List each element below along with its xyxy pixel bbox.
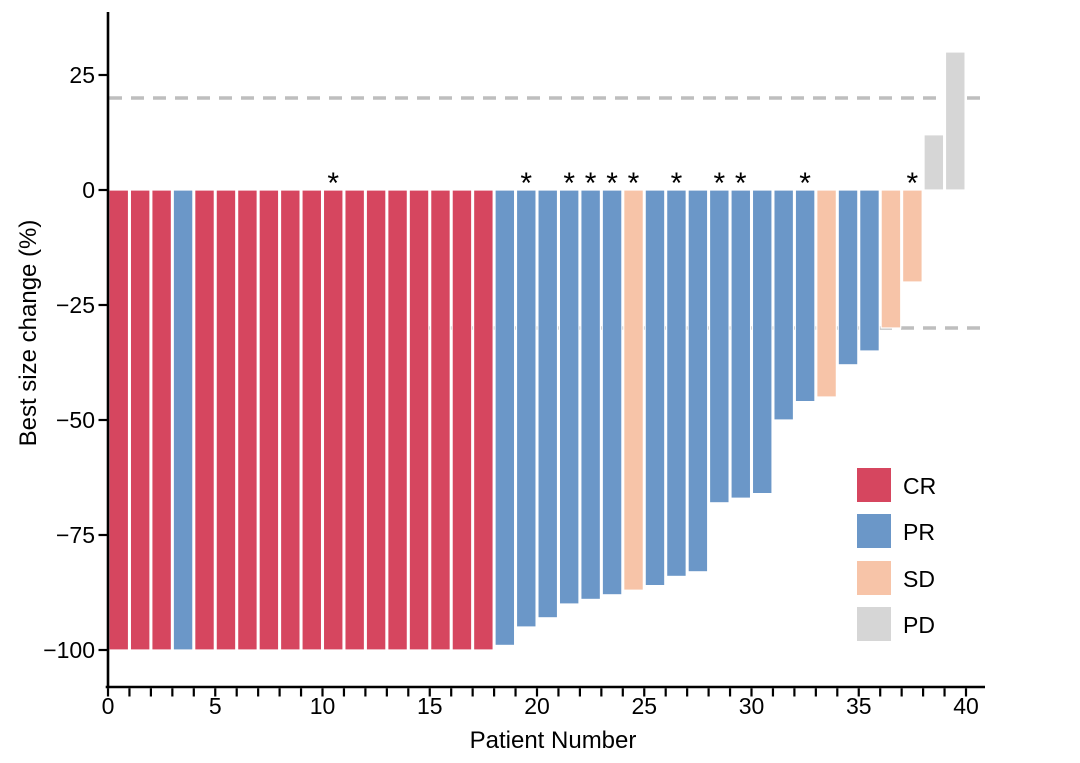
bar-patient-13 (365, 189, 387, 651)
bar-patient-1 (108, 189, 130, 651)
bar-patient-28 (687, 189, 709, 573)
y-tick-label-0: 0 (82, 177, 95, 203)
significance-asterisk-patient-38: * (907, 167, 919, 200)
bar-patient-31 (751, 189, 773, 495)
bar-patient-36 (859, 189, 880, 352)
y-tick-label--75: −75 (56, 522, 95, 548)
bar-patient-21 (537, 189, 559, 619)
legend: CR PR SD PD (857, 468, 936, 641)
y-tick-label-25: 25 (69, 62, 95, 88)
bar-patient-3 (151, 189, 173, 651)
bar-patient-18 (472, 189, 494, 651)
bar-patient-29 (708, 189, 730, 504)
bar-patient-35 (837, 189, 859, 366)
bar-patient-16 (430, 189, 451, 651)
bar-patient-37 (880, 189, 902, 329)
bar-patient-33 (794, 189, 816, 403)
significance-asterisk-patient-22: * (563, 167, 575, 200)
x-tick-label-35: 35 (846, 693, 872, 719)
y-axis-title: Best size change (%) (15, 220, 42, 447)
significance-markers-layer: * * * * * * * * * * * (327, 167, 918, 200)
x-tick-label-10: 10 (310, 693, 336, 719)
bar-patient-22 (558, 189, 580, 605)
legend-label-cr: CR (903, 473, 936, 499)
legend-swatch-cr (857, 468, 891, 502)
x-tick-label-30: 30 (739, 693, 765, 719)
bar-patient-19 (494, 189, 516, 646)
significance-asterisk-patient-23: * (585, 167, 597, 200)
bar-patient-10 (301, 189, 323, 651)
x-tick-label-0: 0 (102, 693, 115, 719)
bar-patient-12 (344, 189, 366, 651)
bar-patient-2 (129, 189, 151, 651)
significance-asterisk-patient-27: * (671, 167, 683, 200)
bar-patient-23 (580, 189, 602, 600)
bar-patient-6 (215, 189, 237, 651)
x-axis-title: Patient Number (470, 727, 637, 754)
bar-patient-4 (172, 189, 194, 651)
x-tick-label-15: 15 (417, 693, 443, 719)
bars-layer (108, 51, 966, 651)
axes-layer: 0 5 10 15 20 25 30 35 40 25 0 −25 −50 −75 −100 (43, 12, 985, 719)
significance-asterisk-patient-29: * (713, 167, 725, 200)
legend-label-pr: PR (903, 519, 935, 545)
bar-patient-24 (601, 189, 623, 596)
bar-patient-26 (644, 189, 666, 587)
bar-patient-9 (279, 189, 301, 651)
bar-patient-15 (408, 189, 430, 651)
bar-patient-25 (623, 189, 644, 591)
bar-patient-39 (923, 134, 945, 191)
significance-asterisk-patient-33: * (799, 167, 811, 200)
bar-patient-11 (322, 189, 344, 651)
x-tick-label-20: 20 (524, 693, 550, 719)
legend-swatch-pr (857, 514, 891, 548)
legend-swatch-pd (857, 607, 891, 641)
significance-asterisk-patient-20: * (520, 167, 532, 200)
bar-patient-8 (258, 189, 280, 651)
bar-patient-30 (730, 189, 752, 499)
significance-asterisk-patient-30: * (735, 167, 747, 200)
bar-patient-32 (773, 189, 795, 421)
bar-patient-14 (387, 189, 408, 651)
x-tick-label-25: 25 (631, 693, 657, 719)
significance-asterisk-patient-24: * (606, 167, 618, 200)
bar-patient-38 (901, 189, 923, 283)
significance-asterisk-patient-25: * (628, 167, 640, 200)
bar-patient-5 (194, 189, 215, 651)
y-tick-label--25: −25 (56, 292, 95, 318)
bar-patient-17 (451, 189, 473, 651)
legend-label-sd: SD (903, 566, 935, 592)
legend-label-pd: PD (903, 612, 935, 638)
y-tick-label--100: −100 (43, 637, 95, 663)
legend-swatch-sd (857, 561, 891, 595)
bar-patient-7 (237, 189, 258, 651)
bar-patient-34 (816, 189, 837, 398)
x-tick-label-5: 5 (209, 693, 222, 719)
bar-patient-40 (944, 51, 966, 191)
x-tick-label-40: 40 (953, 693, 979, 719)
bar-patient-20 (515, 189, 537, 628)
bar-patient-27 (666, 189, 687, 577)
significance-asterisk-patient-11: * (327, 167, 339, 200)
y-tick-label--50: −50 (56, 407, 95, 433)
